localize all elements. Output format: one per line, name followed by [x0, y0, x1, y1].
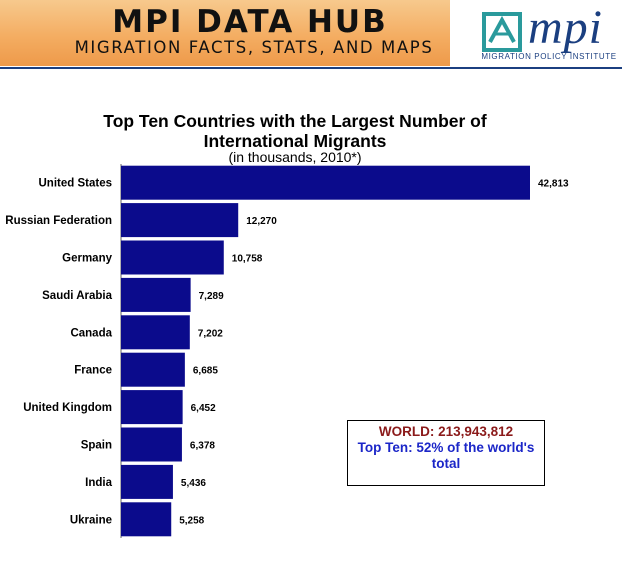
bar-germany	[121, 240, 224, 275]
value-label: 12,270	[246, 216, 277, 227]
category-label: Canada	[70, 327, 112, 339]
value-label: 6,452	[191, 403, 216, 414]
category-label: United States	[39, 178, 113, 190]
logo-subtitle: MIGRATION POLICY INSTITUTE	[481, 52, 617, 61]
chart-title: Top Ten Countries with the Largest Numbe…	[103, 111, 487, 151]
bar-united-kingdom	[121, 390, 183, 425]
bar-france	[121, 352, 185, 387]
banner-subtitle: MIGRATION FACTS, STATS, AND MAPS	[74, 38, 434, 57]
world-total-box: WORLD: 213,943,812 Top Ten: 52% of the w…	[347, 420, 545, 486]
value-label: 7,202	[198, 328, 223, 339]
mpi-logo-mark-icon	[482, 12, 522, 52]
category-label: Germany	[62, 253, 112, 265]
header-rule	[0, 67, 622, 69]
category-label: India	[85, 477, 112, 489]
logo-text: mpi	[528, 1, 603, 54]
mpi-logo[interactable]: mpi MIGRATION POLICY INSTITUTE	[478, 1, 618, 61]
bar-russian-federation	[121, 203, 239, 238]
bar-saudi-arabia	[121, 277, 191, 312]
category-label: Spain	[81, 440, 112, 452]
value-label: 5,436	[181, 478, 206, 489]
world-total-text: WORLD: 213,943,812	[378, 424, 514, 439]
bar-india	[121, 464, 173, 499]
value-label: 5,258	[179, 515, 204, 526]
chart-subtitle: (in thousands, 2010*)	[228, 149, 362, 165]
category-label: Saudi Arabia	[42, 290, 112, 302]
value-label: 42,813	[538, 179, 569, 190]
mpi-data-hub-banner: MPI DATA HUB MIGRATION FACTS, STATS, AND…	[0, 0, 450, 66]
top-ten-share-text: Top Ten: 52% of the world's total	[357, 440, 535, 471]
value-label: 10,758	[232, 254, 263, 265]
category-label: United Kingdom	[23, 402, 112, 414]
category-label: Ukraine	[70, 514, 112, 526]
value-label: 6,685	[193, 366, 218, 377]
value-label: 7,289	[199, 291, 224, 302]
bar-ukraine	[121, 502, 172, 537]
banner-title: MPI DATA HUB	[112, 4, 388, 40]
bar-spain	[121, 427, 182, 462]
bar-canada	[121, 315, 190, 350]
bar-united-states	[121, 165, 530, 200]
category-label: Russian Federation	[5, 215, 112, 227]
category-label: France	[74, 365, 112, 377]
value-label: 6,378	[190, 441, 215, 452]
